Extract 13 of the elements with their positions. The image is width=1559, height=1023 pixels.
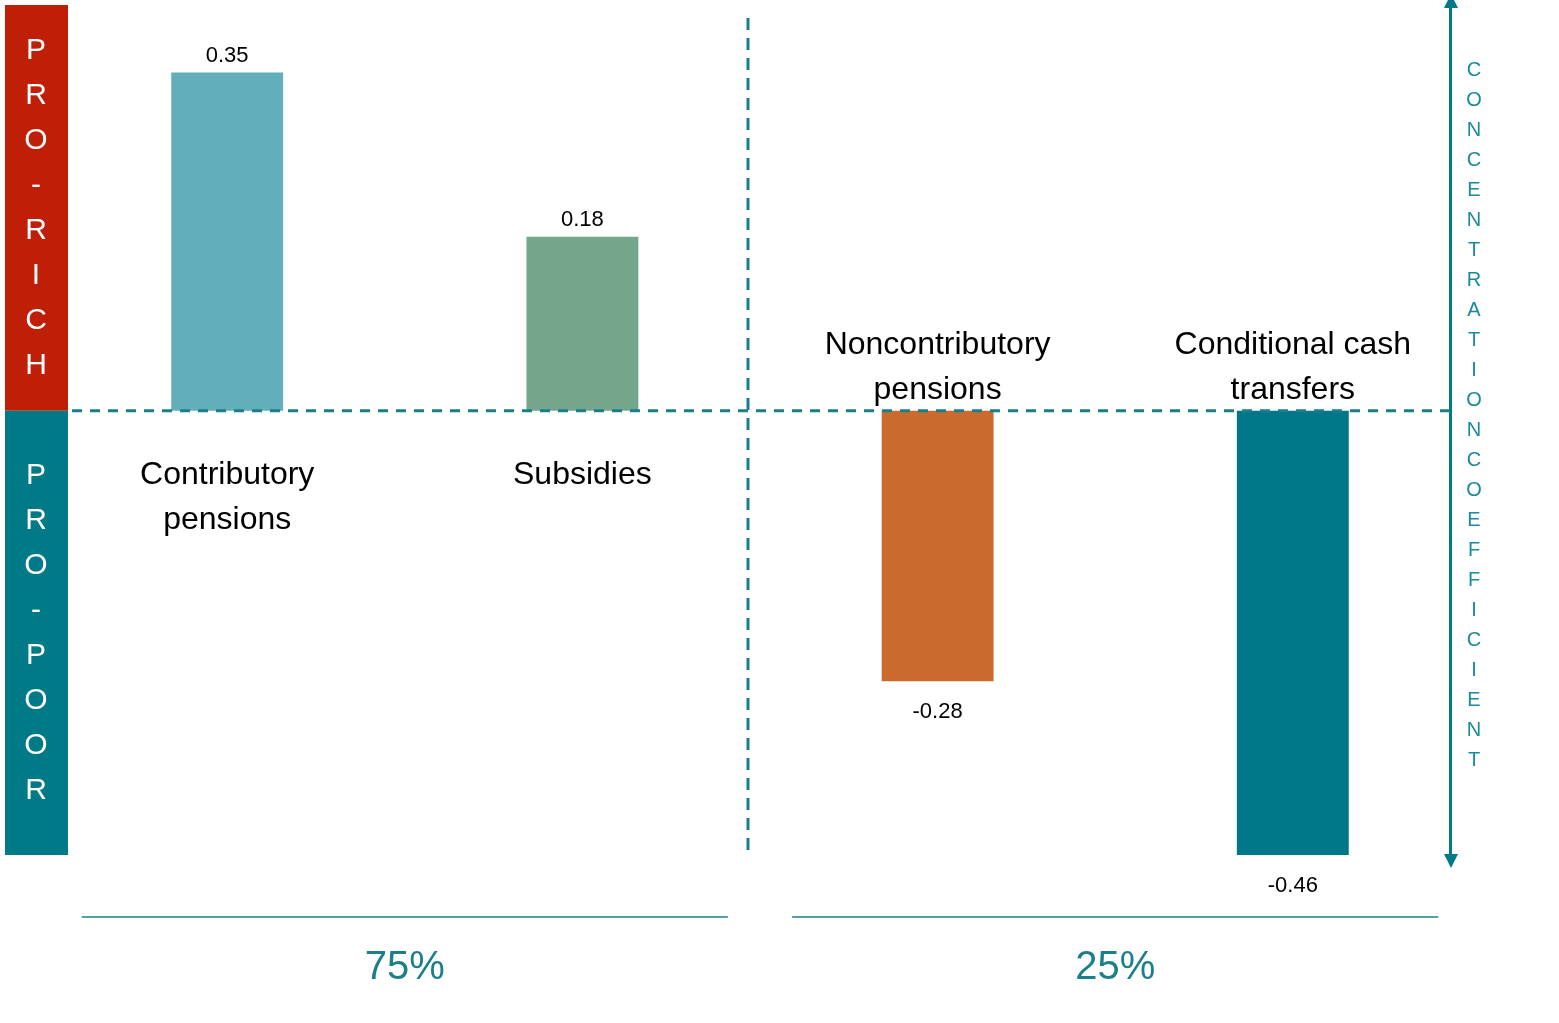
data-label: -0.28 [912, 698, 963, 724]
data-label: 0.18 [560, 205, 604, 231]
data-label: 0.35 [205, 41, 249, 67]
x-tick-label: Noncontributory pensions [824, 324, 1051, 406]
text: PRO-POOR [24, 457, 48, 806]
text: 75% [364, 943, 445, 987]
text: 25% [1075, 943, 1156, 987]
x-tick-label: Contributory pensions [140, 454, 315, 536]
x-tick-label: Conditional cash transfers [1174, 324, 1412, 406]
x-tick-label: Subsidies [513, 454, 652, 491]
text: PRO-RICH [24, 32, 48, 381]
data-label: -0.46 [1267, 872, 1318, 897]
text: CONCENTRATION COEFFICIENT [1466, 58, 1482, 770]
